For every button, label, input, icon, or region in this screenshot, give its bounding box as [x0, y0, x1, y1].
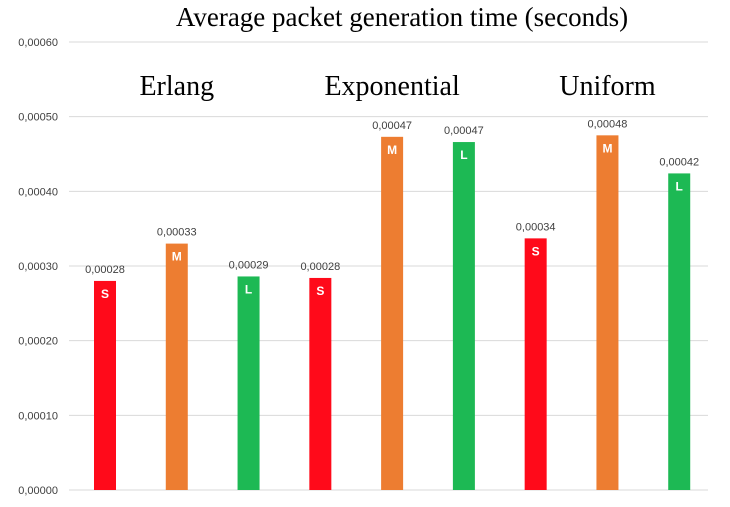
data-label: 0,00048: [588, 118, 628, 130]
bar-exponential-l: [452, 142, 475, 490]
chart-title: Average packet generation time (seconds): [176, 2, 628, 32]
bar-exponential-s: [309, 277, 332, 490]
data-label: 0,00042: [659, 156, 699, 168]
data-label: 0,00028: [85, 264, 125, 276]
bar-uniform-l: [668, 173, 691, 490]
y-tick-label: 0,00050: [18, 112, 58, 124]
bar-size-code: S: [316, 284, 324, 298]
y-tick-label: 0,00030: [18, 261, 58, 273]
bar-uniform-m: [596, 135, 619, 491]
data-label: 0,00047: [444, 125, 484, 137]
bar-erlang-m: [165, 243, 188, 490]
data-label: 0,00034: [516, 221, 556, 233]
data-label: 0,00028: [300, 261, 340, 273]
bar-size-code: S: [101, 287, 109, 301]
data-label: 0,00029: [229, 259, 269, 271]
bar-erlang-l: [237, 276, 260, 490]
bar-size-code: L: [245, 282, 252, 296]
bar-size-code: L: [460, 148, 467, 162]
y-tick-label: 0,00010: [18, 410, 58, 422]
group-labels: Erlang Exponential Uniform: [139, 71, 655, 102]
bar-exponential-m: [381, 136, 404, 490]
bar-size-code: L: [676, 179, 683, 193]
y-tick-label: 0,00060: [18, 37, 58, 49]
y-tick-label: 0,00040: [18, 186, 58, 198]
data-label: 0,00047: [372, 120, 412, 132]
data-label: 0,00033: [157, 227, 197, 239]
y-tick-label: 0,00020: [18, 336, 58, 348]
y-tick-label: 0,00000: [18, 485, 58, 497]
bar-size-code: M: [602, 141, 612, 155]
group-label-uniform: Uniform: [559, 71, 656, 102]
group-label-exponential: Exponential: [324, 71, 460, 102]
bar-size-code: S: [532, 244, 540, 258]
bar-size-code: M: [172, 250, 182, 264]
bar-erlang-s: [94, 280, 116, 490]
bar-uniform-s: [524, 238, 547, 490]
bar-size-code: M: [387, 143, 397, 157]
group-label-erlang: Erlang: [139, 71, 214, 102]
y-axis-ticks: 0,00000 0,00010 0,00020 0,00030 0,00040 0,000…: [18, 37, 58, 497]
bars: 0,00028 S 0,00033 M 0,00029 L 0,00028 S 0,00047 M…: [85, 118, 699, 491]
